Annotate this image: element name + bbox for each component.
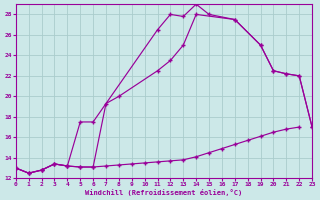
- X-axis label: Windchill (Refroidissement éolien,°C): Windchill (Refroidissement éolien,°C): [85, 189, 243, 196]
